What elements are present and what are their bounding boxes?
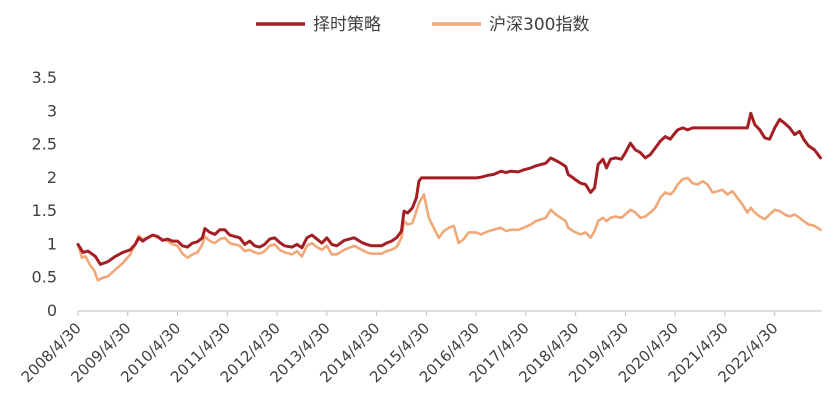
y-axis-ticks: 0 0.5 1 1.5 2 2.5 3 3.5 [32, 68, 57, 320]
series-line-csi300 [76, 176, 822, 282]
y-tick-label: 0 [47, 301, 57, 320]
series-layer [76, 111, 822, 282]
y-tick-label: 3.5 [32, 68, 57, 87]
y-tick-label: 1.5 [32, 201, 57, 220]
series-line-strategy [76, 111, 822, 266]
y-tick-label: 0.5 [32, 268, 57, 287]
legend-label-strategy: 择时策略 [313, 15, 381, 35]
legend-label-csi300: 沪深300指数 [489, 15, 589, 35]
legend: 择时策略 沪深300指数 [256, 15, 589, 35]
y-tick-label: 2 [47, 168, 57, 187]
y-tick-label: 3 [47, 101, 57, 120]
x-axis-ticks: 2008/4/302009/4/302010/4/302011/4/302012… [18, 311, 782, 386]
y-tick-label: 2.5 [32, 135, 57, 154]
y-tick-label: 1 [47, 234, 57, 253]
